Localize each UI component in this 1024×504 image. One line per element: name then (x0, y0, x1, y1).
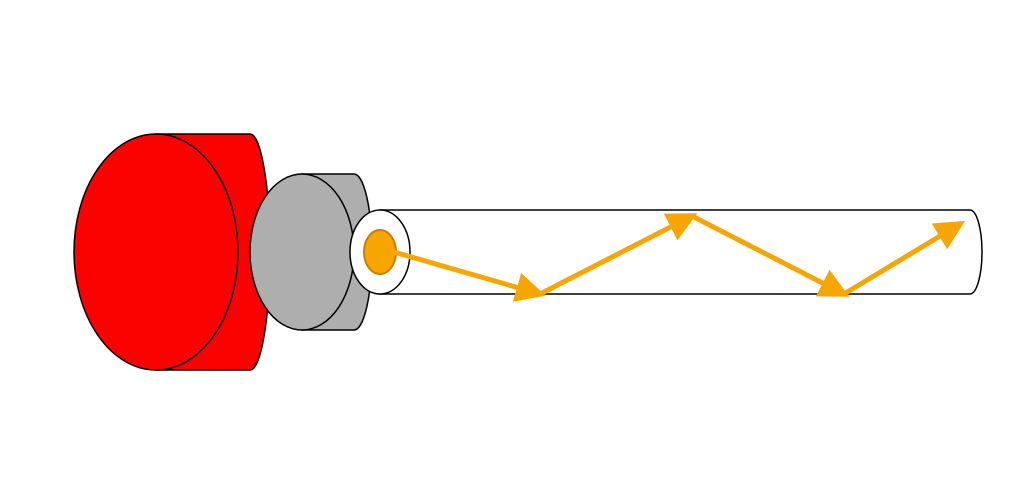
jacket-face (74, 134, 238, 370)
fiber-optic-diagram (0, 0, 1024, 504)
core-face (364, 230, 396, 274)
cladding-face (250, 174, 354, 330)
